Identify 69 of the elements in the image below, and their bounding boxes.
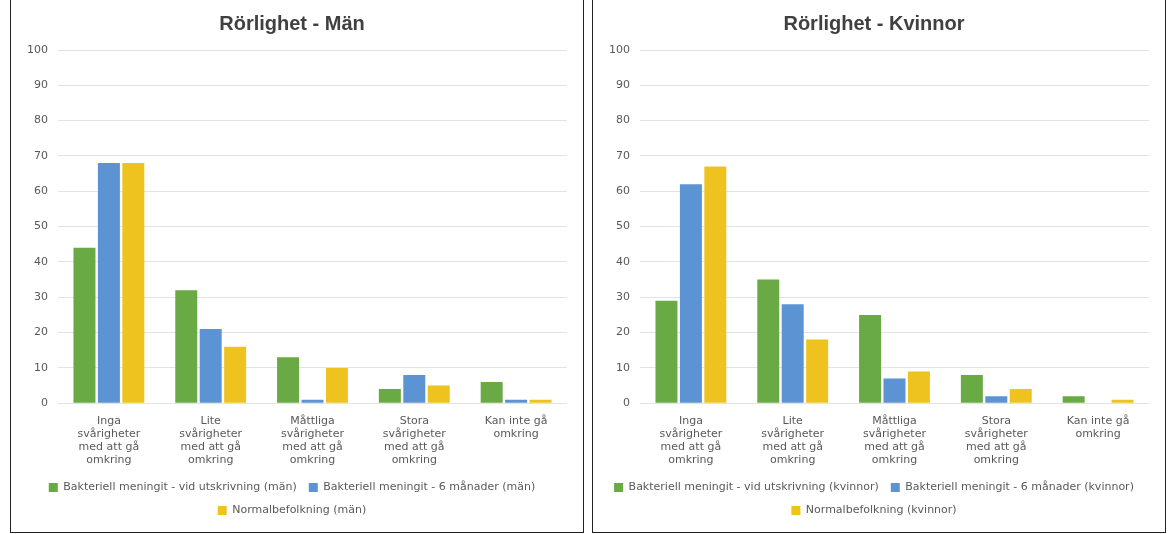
x-tick-label: Måttliga svårigheter med att gå omkring — [863, 413, 927, 467]
bar — [655, 300, 678, 403]
bar — [859, 314, 882, 403]
bar — [505, 399, 528, 403]
legend-label: Normalbefolkning (kvinnor) — [805, 503, 957, 517]
y-tick-label: 20 — [34, 325, 48, 339]
bar — [781, 304, 804, 403]
y-tick-label: 60 — [34, 184, 48, 198]
y-tick-label: 90 — [34, 78, 48, 92]
bar — [679, 184, 702, 403]
bar — [1111, 399, 1134, 403]
bar — [199, 329, 222, 403]
bar — [704, 166, 727, 403]
bar — [175, 290, 198, 403]
bar — [378, 389, 401, 403]
bar — [301, 399, 324, 403]
y-tick-label: 80 — [616, 113, 630, 127]
bar — [480, 382, 503, 403]
y-tick-label: 40 — [616, 254, 630, 268]
y-tick-label: 30 — [616, 290, 630, 304]
x-tick-label: Inga svårigheter med att gå omkring — [659, 413, 723, 467]
y-tick-label: 0 — [623, 396, 630, 410]
y-tick-label: 10 — [34, 360, 48, 374]
legend-label: Bakteriell meningit - vid utskrivning (kvinnor) — [628, 480, 879, 494]
bar — [403, 374, 426, 403]
x-tick-label: Lite svårigheter med att gå omkring — [179, 413, 243, 467]
y-tick-label: 30 — [34, 290, 48, 304]
bar — [427, 385, 450, 403]
bar — [325, 367, 348, 403]
y-tick-label: 50 — [34, 219, 48, 233]
y-tick-label: 50 — [616, 219, 630, 233]
x-tick-label: Inga svårigheter med att gå omkring — [77, 413, 141, 467]
bar — [122, 163, 145, 403]
y-tick-label: 70 — [616, 148, 630, 162]
bar — [224, 346, 247, 403]
y-tick-label: 0 — [41, 396, 48, 410]
legend-label: Bakteriell meningit - vid utskrivning (män) — [63, 480, 297, 494]
bar — [907, 371, 930, 403]
legend-label: Normalbefolkning (män) — [232, 503, 367, 517]
x-tick-label: Kan inte gå omkring — [484, 413, 548, 440]
y-tick-label: 40 — [34, 254, 48, 268]
x-tick-label: Kan inte gå omkring — [1066, 413, 1130, 440]
y-tick-label: 70 — [34, 148, 48, 162]
y-tick-label: 10 — [616, 360, 630, 374]
bar — [985, 396, 1008, 403]
x-tick-label: Lite svårigheter med att gå omkring — [761, 413, 825, 467]
bar — [73, 247, 96, 403]
bar — [1062, 396, 1085, 403]
bar — [960, 374, 983, 403]
chart-title: Rörlighet - Män — [219, 11, 365, 34]
legend-label: Bakteriell meningit - 6 månader (kvinnor) — [905, 480, 1134, 494]
y-tick-label: 80 — [34, 113, 48, 127]
chart-title: Rörlighet - Kvinnor — [783, 11, 965, 34]
bar — [883, 378, 906, 403]
bar — [529, 399, 552, 403]
bar — [757, 279, 780, 403]
x-tick-label: Stora svårigheter med att gå omkring — [964, 413, 1029, 467]
bar — [97, 163, 120, 403]
y-tick-label: 100 — [27, 42, 48, 56]
y-tick-label: 20 — [616, 325, 630, 339]
x-tick-label: Stora svårigheter med att gå omkring — [382, 413, 447, 467]
y-tick-label: 90 — [616, 78, 630, 92]
legend-label: Bakteriell meningit - 6 månader (män) — [323, 480, 536, 494]
y-tick-label: 100 — [609, 42, 630, 56]
bar — [1009, 389, 1032, 403]
bar — [806, 339, 829, 403]
x-tick-label: Måttliga svårigheter med att gå omkring — [281, 413, 345, 467]
y-tick-label: 60 — [616, 184, 630, 198]
bar — [277, 357, 300, 403]
